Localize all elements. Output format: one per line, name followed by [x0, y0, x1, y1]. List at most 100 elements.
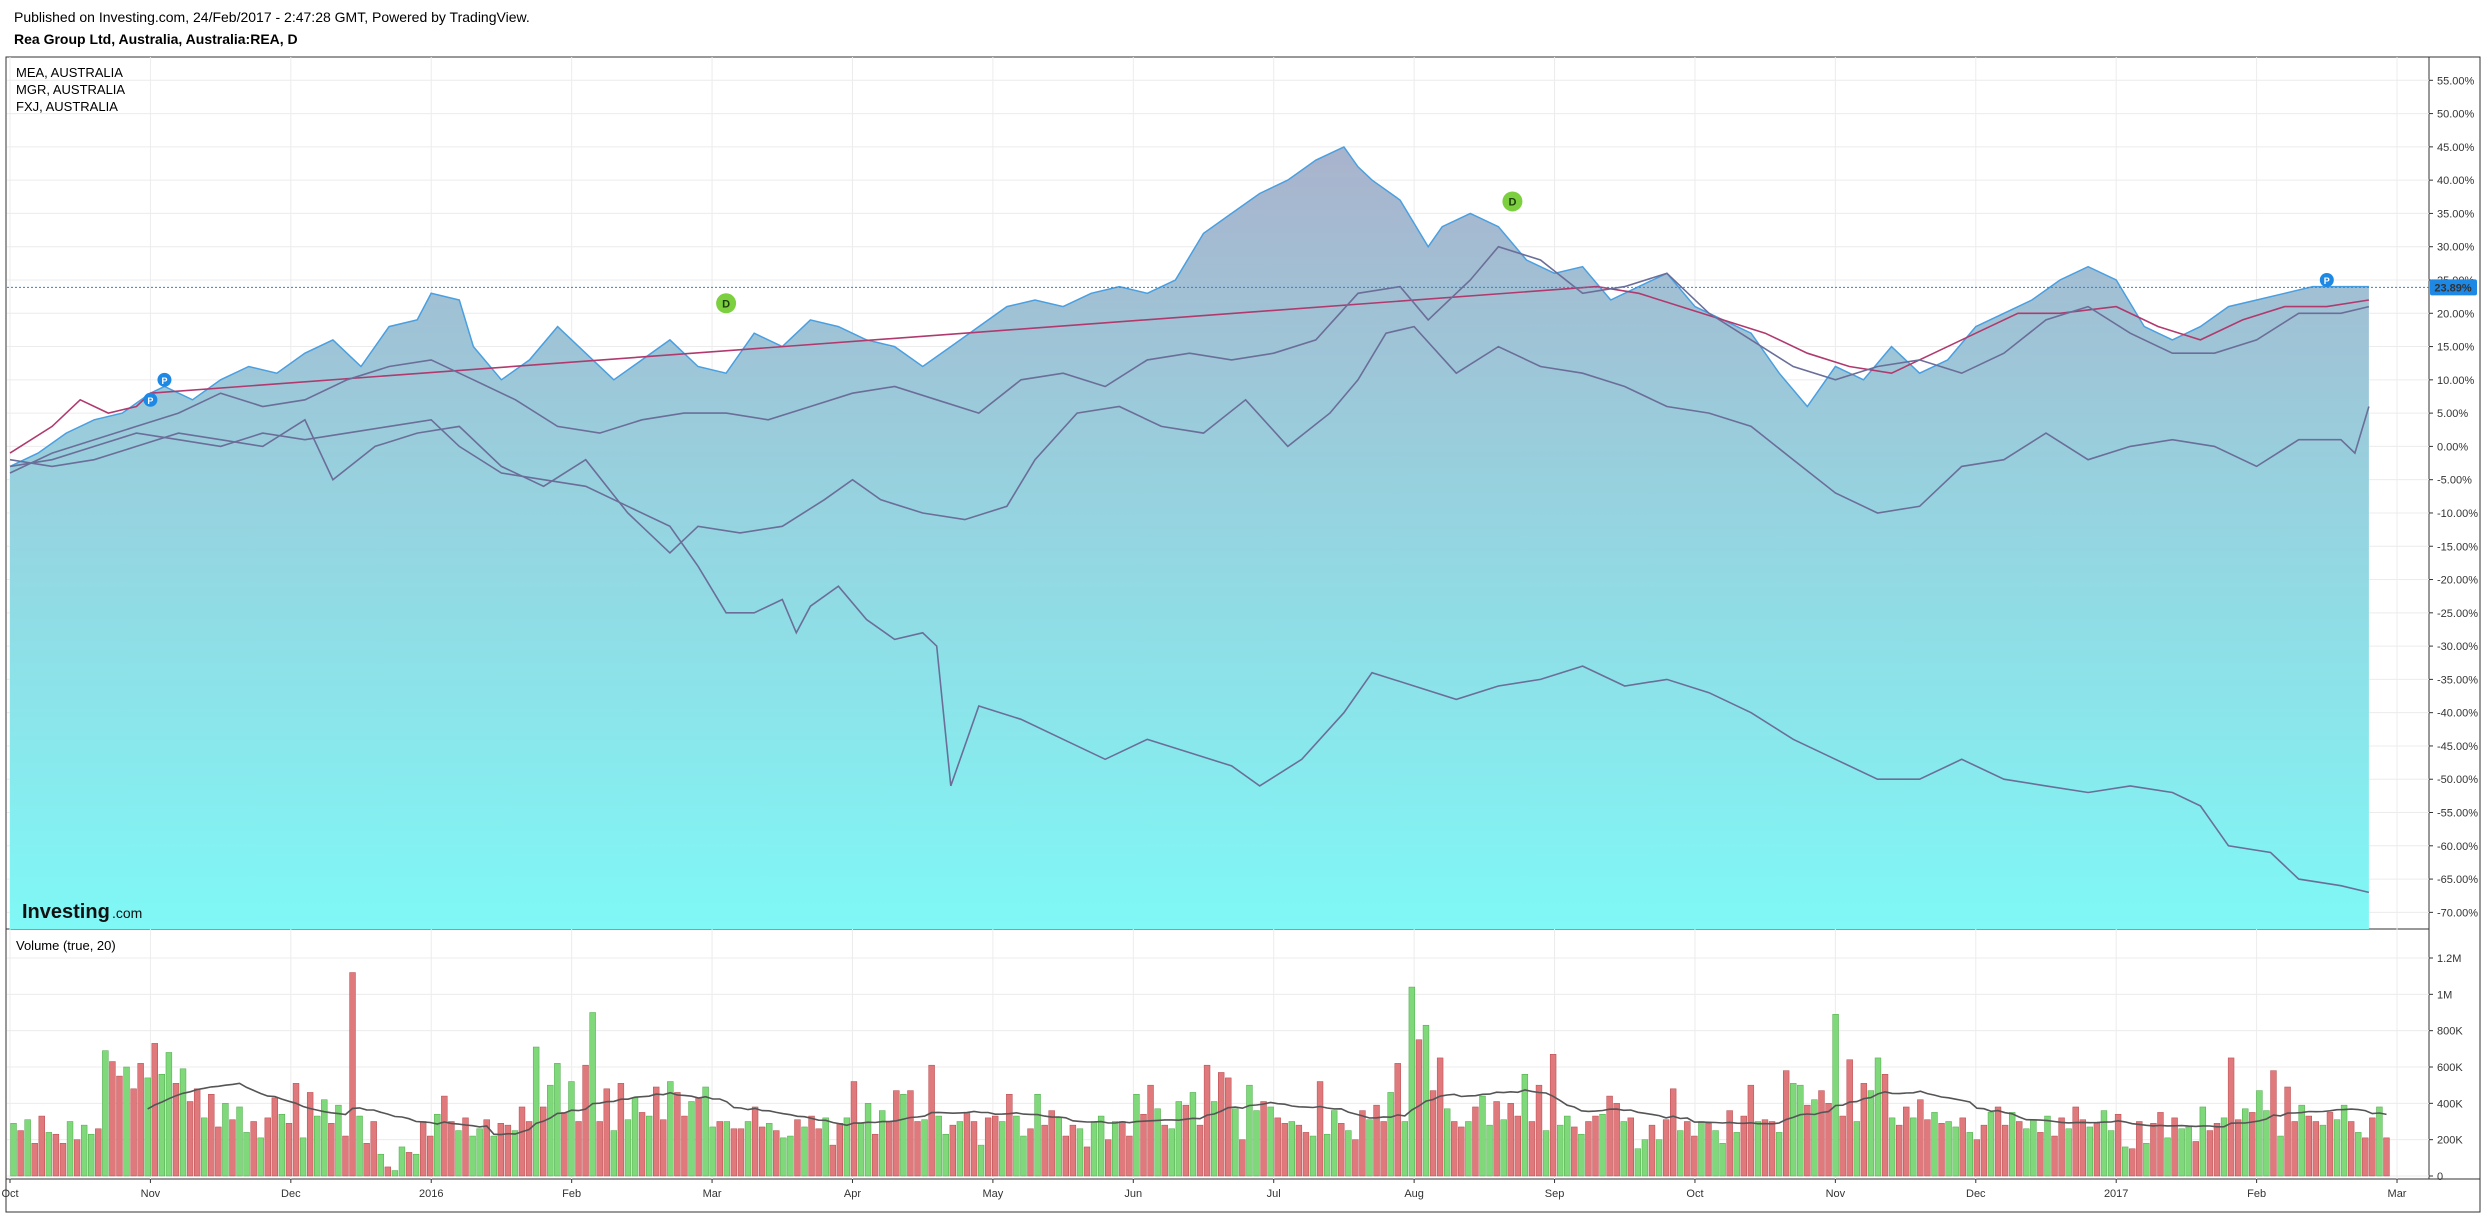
volume-bar [2277, 1135, 2284, 1177]
volume-bar [144, 1077, 151, 1177]
volume-bar [1677, 1130, 1684, 1177]
y-tick-label: -35.00% [2437, 674, 2478, 686]
volume-bar [1994, 1106, 2002, 1177]
volume-ma-layer [147, 1082, 2387, 1136]
volume-y-tick-label: 400K [2437, 1098, 2463, 1110]
volume-y-tick-label: 200K [2437, 1135, 2463, 1147]
volume-bar [568, 1081, 575, 1177]
volume-bar [1684, 1121, 1691, 1177]
volume-bar [1564, 1115, 1571, 1177]
legend-mgr: MGR, AUSTRALIA [16, 82, 125, 97]
volume-bar [1987, 1112, 1995, 1177]
volume-bar [2369, 1117, 2376, 1177]
volume-bar [1910, 1117, 1917, 1177]
volume-bar [914, 1121, 921, 1177]
volume-bar [314, 1115, 321, 1177]
volume-bar [893, 1090, 900, 1177]
volume-bar [787, 1135, 794, 1177]
volume-bar [222, 1103, 229, 1177]
volume-bar [398, 1146, 406, 1177]
published-caption: Published on Investing.com, 24/Feb/2017 … [14, 9, 530, 25]
volume-bar [624, 1119, 632, 1177]
x-tick-label: Oct [1, 1188, 18, 1200]
volume-bar [2376, 1106, 2383, 1177]
volume-bar [165, 1052, 173, 1177]
volume-bar [702, 1086, 709, 1177]
series-line-rea-hidden [9, 285, 2370, 454]
volume-bar [1669, 1088, 1677, 1177]
volume-moving-average [147, 1082, 2387, 1136]
volume-bar [2242, 1108, 2249, 1177]
volume-bar [2249, 1112, 2256, 1177]
volume-y-tick-label: 600K [2437, 1062, 2463, 1074]
volume-bar [73, 1139, 81, 1177]
symbol-title: Rea Group Ltd, Australia, Australia:REA,… [14, 31, 298, 47]
volume-bar [956, 1121, 964, 1177]
volume-bar [2030, 1119, 2037, 1177]
volume-bar [1274, 1117, 1281, 1177]
volume-bar [2185, 1126, 2192, 1177]
volume-bar [1309, 1135, 1317, 1177]
volume-bar [1203, 1064, 1211, 1177]
marker-label: P [2324, 276, 2330, 286]
volume-bar [2178, 1128, 2185, 1177]
volume-bar [264, 1117, 271, 1177]
volume-bar [469, 1135, 476, 1177]
volume-bar [306, 1092, 314, 1177]
outer-frame [5, 56, 2481, 1213]
volume-bar [66, 1121, 74, 1177]
volume-bar [1027, 1128, 1034, 1177]
volume-bar [2164, 1137, 2171, 1177]
volume-bar [342, 1135, 349, 1177]
volume-bar [631, 1097, 639, 1177]
volume-bar [836, 1123, 844, 1177]
y-tick-label: 55.00% [2437, 75, 2475, 87]
volume-bar [1154, 1108, 1161, 1177]
x-tick-label: May [983, 1188, 1004, 1200]
volume-bar [2008, 1112, 2016, 1177]
volume-bar [1373, 1104, 1380, 1177]
volume-bar [2263, 1110, 2270, 1177]
volume-bar [638, 1112, 646, 1177]
volume-bar [490, 1135, 497, 1177]
volume-bar [1253, 1110, 1260, 1177]
volume-bar [2192, 1141, 2199, 1177]
volume-bar [1507, 1103, 1514, 1177]
volume-y-tick-label: 0 [2437, 1171, 2443, 1183]
volume-bar [1034, 1094, 1041, 1177]
volume-bar [1126, 1135, 1133, 1177]
volume-bar [299, 1137, 307, 1177]
svg-text:23.89%: 23.89% [2434, 282, 2472, 294]
volume-y-tick-label: 800K [2437, 1026, 2463, 1038]
volume-bar [1782, 1070, 1790, 1177]
volume-bar [186, 1101, 194, 1177]
volume-bar [497, 1123, 505, 1177]
volume-bar [483, 1119, 490, 1177]
volume-bar [766, 1123, 773, 1177]
volume-bar [109, 1061, 116, 1177]
volume-bar [695, 1097, 702, 1177]
volume-bar [1055, 1117, 1062, 1177]
volume-bar [653, 1086, 660, 1177]
p-marker [143, 392, 158, 407]
volume-bar [52, 1133, 60, 1177]
volume-bar [1316, 1081, 1324, 1177]
volume-bar [2143, 1143, 2150, 1177]
y-tick-label: -70.00% [2437, 907, 2478, 919]
volume-bar [801, 1126, 808, 1177]
volume-bar [2150, 1123, 2157, 1177]
volume-bar [1352, 1139, 1359, 1177]
x-tick-label: Apr [844, 1188, 861, 1200]
volume-bar [1048, 1110, 1055, 1177]
x-tick-label: Feb [2247, 1188, 2266, 1200]
volume-bar [1260, 1101, 1267, 1177]
volume-bar [1641, 1139, 1649, 1177]
volume-bar [780, 1137, 787, 1177]
volume-bar [1338, 1123, 1345, 1177]
volume-bar [434, 1113, 441, 1177]
volume-bar [1592, 1115, 1599, 1177]
x-tick-label: Nov [1826, 1188, 1846, 1200]
volume-bars [10, 972, 2390, 1177]
volume-bar [1775, 1132, 1783, 1177]
